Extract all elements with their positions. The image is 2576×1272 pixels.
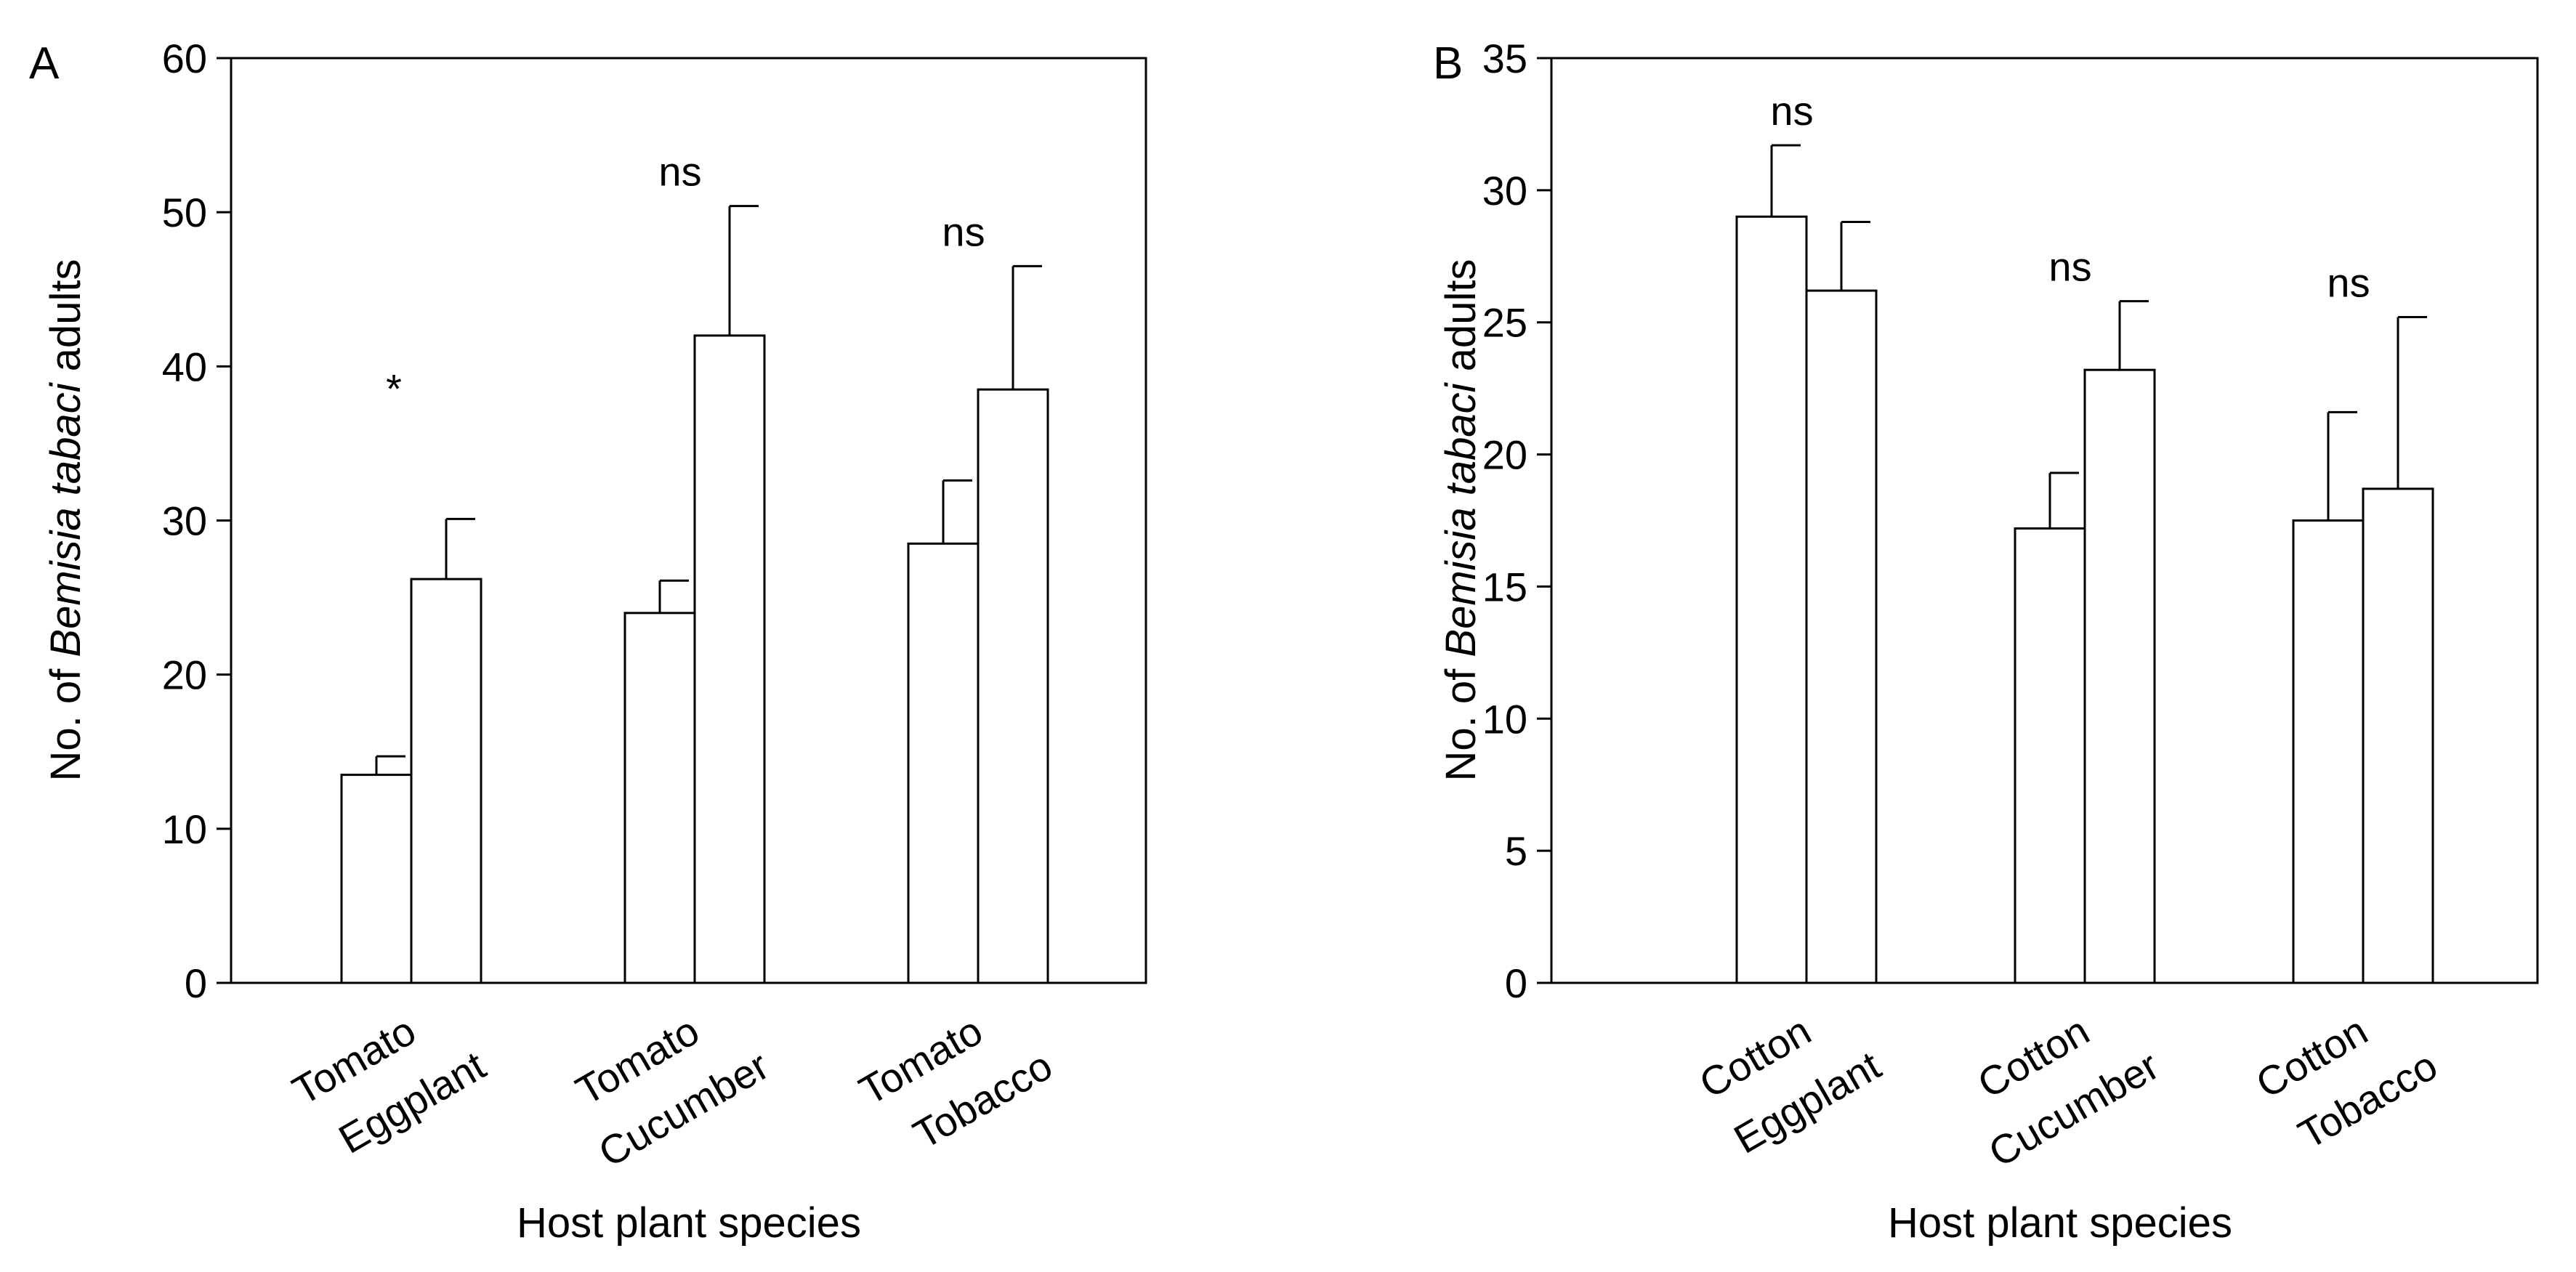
y-axis-title-suffix: adults bbox=[1437, 259, 1485, 384]
y-tick-label: 10 bbox=[162, 806, 207, 852]
x-axis-title: Host plant species bbox=[517, 1199, 861, 1247]
y-axis-title-prefix: No. of bbox=[42, 657, 89, 782]
bar bbox=[2362, 487, 2434, 984]
y-axis-title: No. of Bemisia tabaci adults bbox=[42, 259, 89, 782]
y-tick-label: 5 bbox=[1505, 828, 1527, 874]
significance-label: ns bbox=[942, 208, 985, 254]
y-tick-label: 25 bbox=[1482, 300, 1527, 346]
bar bbox=[2292, 519, 2365, 984]
bar bbox=[2083, 368, 2156, 984]
bar bbox=[340, 774, 413, 984]
significance-label: ns bbox=[2048, 244, 2091, 290]
y-tick-label: 10 bbox=[1482, 696, 1527, 742]
significance-label: ns bbox=[2327, 259, 2370, 305]
y-tick-label: 35 bbox=[1482, 36, 1527, 81]
y-tick-label: 50 bbox=[162, 190, 207, 235]
panel-label: B bbox=[1433, 39, 1463, 89]
significance-label: ns bbox=[658, 149, 701, 195]
y-tick-label: 20 bbox=[1482, 432, 1527, 478]
bar bbox=[1735, 215, 1808, 984]
y-tick-label: 30 bbox=[162, 498, 207, 544]
bar bbox=[1805, 289, 1878, 984]
bar bbox=[2014, 527, 2086, 984]
y-tick-label: 60 bbox=[162, 36, 207, 81]
y-axis-title: No. of Bemisia tabaci adults bbox=[1437, 259, 1485, 782]
y-tick-label: 0 bbox=[1505, 960, 1527, 1006]
bar bbox=[977, 388, 1049, 984]
panel-a: A 0 10 20 30 40 50 60 No. of Bemisia tabaci adul… bbox=[29, 36, 1147, 1247]
significance-label: ns bbox=[1770, 88, 1813, 134]
y-tick-label: 30 bbox=[1482, 168, 1527, 214]
y-tick-label: 0 bbox=[185, 960, 207, 1006]
x-axis-title: Host plant species bbox=[1888, 1199, 2232, 1247]
y-axis-title-species: Bemisia tabaci bbox=[1437, 381, 1485, 657]
y-axis-title-suffix: adults bbox=[42, 259, 89, 384]
bar bbox=[907, 542, 980, 984]
panel-label: A bbox=[29, 39, 60, 89]
y-axis-title-species: Bemisia tabaci bbox=[42, 381, 89, 657]
bar bbox=[623, 612, 696, 984]
y-tick-label: 20 bbox=[162, 652, 207, 698]
panel-b: B 0 5 10 15 20 25 30 35 No. of Bemisia tabaci adu… bbox=[1433, 36, 2539, 1247]
significance-label: * bbox=[386, 365, 402, 411]
y-axis-title-prefix: No. of bbox=[1437, 657, 1485, 782]
bar bbox=[693, 334, 766, 984]
bar bbox=[410, 578, 483, 984]
y-tick-label: 40 bbox=[162, 344, 207, 389]
y-tick-label: 15 bbox=[1482, 564, 1527, 609]
